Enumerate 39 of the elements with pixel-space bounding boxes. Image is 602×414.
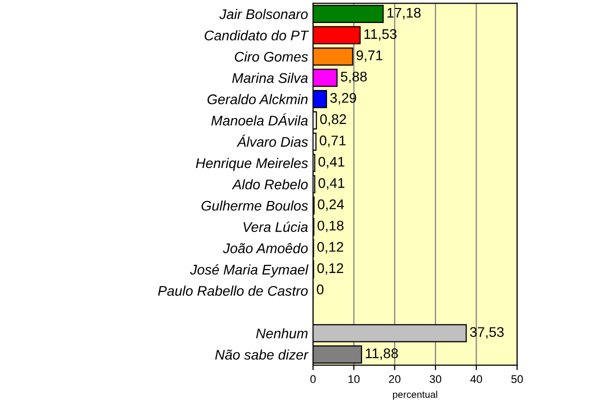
data-label: 9,71 xyxy=(356,50,382,62)
data-label: 3,29 xyxy=(330,92,356,104)
y-tick-label: Nenhum xyxy=(256,328,308,338)
x-tick-label: 0 xyxy=(310,375,316,384)
x-tick-label: 20 xyxy=(389,375,400,384)
x-tick-label: 50 xyxy=(511,375,523,384)
y-tick-label: Vera Lúcia xyxy=(244,222,308,232)
x-tick-label: 10 xyxy=(348,375,360,384)
y-tick-label: Jair Bolsonaro xyxy=(219,8,308,20)
x-tick-label: 30 xyxy=(430,375,442,384)
data-label: 0,24 xyxy=(318,199,344,211)
y-tick-label: Ciro Gomes xyxy=(234,51,308,62)
data-label: 5,88 xyxy=(340,72,367,84)
data-label: 11,88 xyxy=(366,348,398,360)
data-label: 0,12 xyxy=(317,242,344,254)
y-tick-label: Manoela DÁvila xyxy=(211,113,308,126)
data-label: 37,53 xyxy=(470,327,504,339)
data-label: 0,41 xyxy=(318,178,344,190)
y-tick-label: Marina Silva xyxy=(232,72,308,83)
data-label: 0,18 xyxy=(318,220,344,232)
data-label: 0,71 xyxy=(320,136,346,148)
y-tick-label: Aldo Rebelo xyxy=(232,179,308,190)
y-tick-label: Paulo Rabello de Castro xyxy=(158,286,308,296)
y-tick-label: Geraldo Alckmin xyxy=(208,94,308,104)
y-tick-label: João Amoêdo xyxy=(222,243,308,254)
data-label: 0,82 xyxy=(320,114,346,126)
data-label: 0,12 xyxy=(317,263,344,275)
data-label: 0,41 xyxy=(318,156,344,168)
y-tick-label: Não sabe dizer xyxy=(215,349,309,360)
data-label: 0 xyxy=(316,284,324,294)
y-tick-label: Henrique Meireles xyxy=(196,158,308,171)
y-tick-label: Álvaro Dias xyxy=(236,134,308,147)
x-axis-title: percentual xyxy=(393,390,438,400)
data-label: 17,18 xyxy=(387,8,421,20)
y-tick-label: Gulherme Boulos xyxy=(202,200,308,211)
x-tick-label: 40 xyxy=(470,375,482,384)
y-tick-label: Candidato do PT xyxy=(204,30,310,40)
y-tick-label: José Maria Eymael xyxy=(190,264,308,278)
data-label: 11,53 xyxy=(364,29,396,41)
